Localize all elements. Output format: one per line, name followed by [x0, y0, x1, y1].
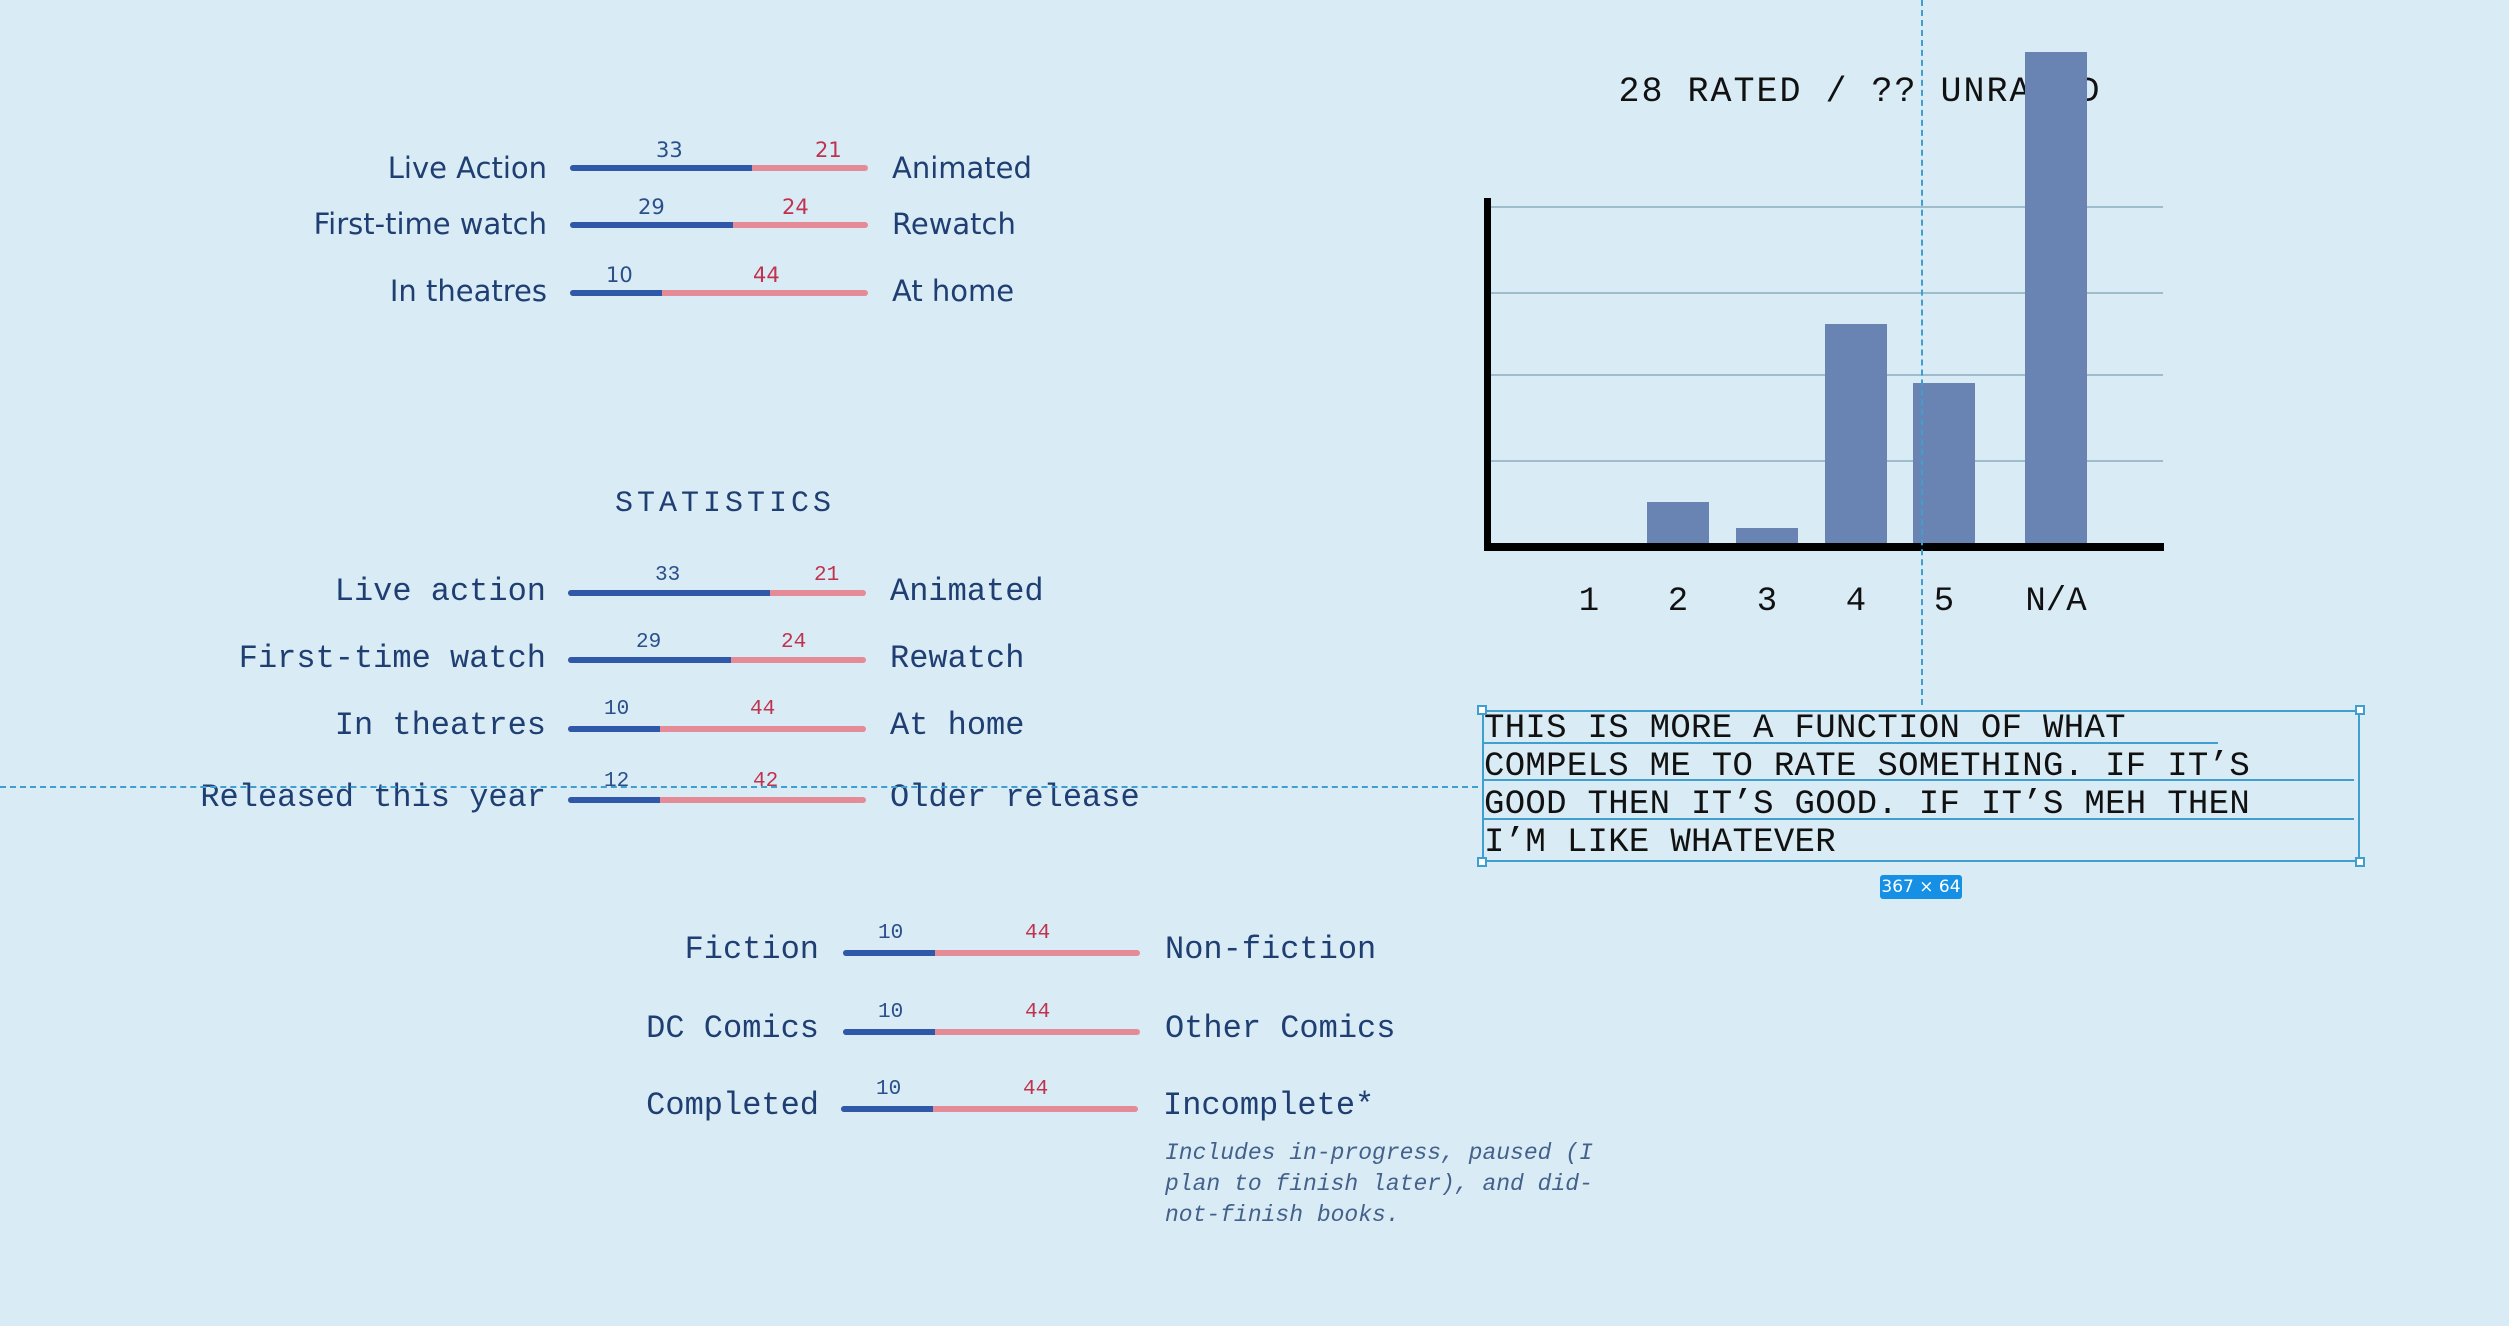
chart-tick-label: 3 [1756, 583, 1778, 621]
top-row-2-right: Rewatch [892, 207, 1016, 241]
top-row-1-left: Live Action [387, 151, 547, 185]
top-row-2-left: First-time watch [313, 207, 547, 241]
gridline [1488, 292, 2163, 294]
resize-handle-top-right[interactable] [2355, 705, 2365, 715]
note-line-4: I’M LIKE WHATEVER [1484, 824, 1836, 862]
book-row-1-bar-blue [843, 950, 935, 956]
chart-bar-na [2025, 52, 2087, 545]
top-row-2-blue-count: 29 [638, 195, 665, 219]
top-row-3-right: At home [892, 274, 1015, 308]
chart-bar-4 [1825, 324, 1887, 545]
chart-bar-2 [1647, 502, 1709, 545]
book-row-3-right: Incomplete* [1163, 1087, 1375, 1124]
stats-row-1-left: Live action [334, 573, 546, 610]
stats-row-1-bar [568, 590, 866, 596]
book-row-3-bar-blue [841, 1106, 933, 1112]
chart-x-axis [1484, 543, 2164, 551]
top-row-1-red-count: 21 [815, 138, 842, 162]
stats-row-2-blue-count: 29 [636, 631, 662, 654]
stats-row-1-blue-count: 33 [655, 564, 681, 587]
stats-row-4-bar-blue [568, 797, 660, 803]
book-row-3-red-count: 44 [1023, 1078, 1049, 1101]
stats-row-4-red-count: 42 [753, 770, 779, 793]
text-underline [1484, 779, 2354, 781]
stats-row-3-bar [568, 726, 866, 732]
resize-handle-bottom-left[interactable] [1477, 857, 1487, 867]
top-row-1-bar [570, 165, 868, 171]
stats-row-1-red-count: 21 [814, 564, 840, 587]
stats-row-1-right: Animated [890, 573, 1044, 610]
stats-row-3-red-count: 44 [750, 698, 776, 721]
resize-handle-bottom-right[interactable] [2355, 857, 2365, 867]
book-row-1-blue-count: 10 [878, 922, 904, 945]
stats-row-4-blue-count: 12 [604, 770, 630, 793]
top-row-1-right: Animated [892, 151, 1032, 185]
chart-tick-label: 1 [1578, 583, 1600, 621]
horizontal-guide [0, 786, 1478, 788]
selected-text-box[interactable] [1482, 710, 2360, 862]
chart-tick-label: N/A [2025, 583, 2087, 621]
text-underline [1484, 818, 2354, 820]
stats-row-3-left: In theatres [334, 707, 546, 744]
book-row-2-bar [843, 1029, 1140, 1035]
vertical-guide [1921, 0, 1923, 705]
text-underline [1484, 742, 2218, 744]
stats-row-1-bar-blue [568, 590, 770, 596]
book-row-2-blue-count: 10 [878, 1001, 904, 1024]
chart-tick-label: 4 [1845, 583, 1867, 621]
top-row-1-bar-blue [570, 165, 752, 171]
stats-row-3-bar-blue [568, 726, 660, 732]
stats-row-2-bar [568, 657, 866, 663]
top-row-3-red-count: 44 [753, 263, 780, 287]
top-row-1-blue-count: 33 [656, 138, 683, 162]
top-row-2-bar-blue [570, 222, 733, 228]
note-line-2: COMPELS ME TO RATE SOMETHING. IF IT’S [1484, 748, 2251, 786]
book-row-1-right: Non-fiction [1165, 931, 1377, 968]
top-row-3-blue-count: 10 [606, 263, 633, 287]
chart-title: 28 RATED / ?? UNRATED [1618, 72, 2102, 112]
stats-row-2-red-count: 24 [781, 631, 807, 654]
top-row-2-red-count: 24 [782, 195, 809, 219]
chart-y-axis [1484, 198, 1491, 550]
book-row-2-right: Other Comics [1165, 1010, 1396, 1047]
note-line-3: GOOD THEN IT’S GOOD. IF IT’S MEH THEN [1484, 786, 2251, 824]
chart-tick-label: 2 [1667, 583, 1689, 621]
book-row-1-red-count: 44 [1025, 922, 1051, 945]
chart-tick-label: 5 [1933, 583, 1955, 621]
stats-row-3-right: At home [890, 707, 1025, 744]
stats-row-2-right: Rewatch [890, 640, 1025, 677]
note-line-1: THIS IS MORE A FUNCTION OF WHAT [1484, 710, 2126, 748]
top-row-3-bar-blue [570, 290, 662, 296]
resize-handle-top-left[interactable] [1477, 705, 1487, 715]
book-row-1-bar [843, 950, 1140, 956]
stats-row-3-blue-count: 10 [604, 698, 630, 721]
stats-row-2-bar-blue [568, 657, 731, 663]
chart-bar-5 [1913, 383, 1975, 545]
stats-row-4-bar [568, 797, 866, 803]
dimension-badge: 367 × 64 [1880, 875, 1962, 899]
book-row-3-bar [841, 1106, 1138, 1112]
book-row-2-left: DC Comics [646, 1010, 819, 1047]
book-row-2-bar-blue [843, 1029, 935, 1035]
incomplete-footnote: Includes in-progress, paused (I plan to … [1165, 1140, 1593, 1228]
statistics-heading: STATISTICS [614, 487, 836, 521]
top-row-2-bar [570, 222, 868, 228]
gridline [1488, 206, 2163, 208]
book-row-1-left: Fiction [684, 931, 819, 968]
book-row-3-left: Completed [646, 1087, 819, 1124]
top-row-3-bar [570, 290, 868, 296]
stats-row-2-left: First-time watch [238, 640, 546, 677]
book-row-2-red-count: 44 [1025, 1001, 1051, 1024]
chart-bar-3 [1736, 528, 1798, 545]
book-row-3-blue-count: 10 [876, 1078, 902, 1101]
top-row-3-left: In theatres [389, 274, 547, 308]
